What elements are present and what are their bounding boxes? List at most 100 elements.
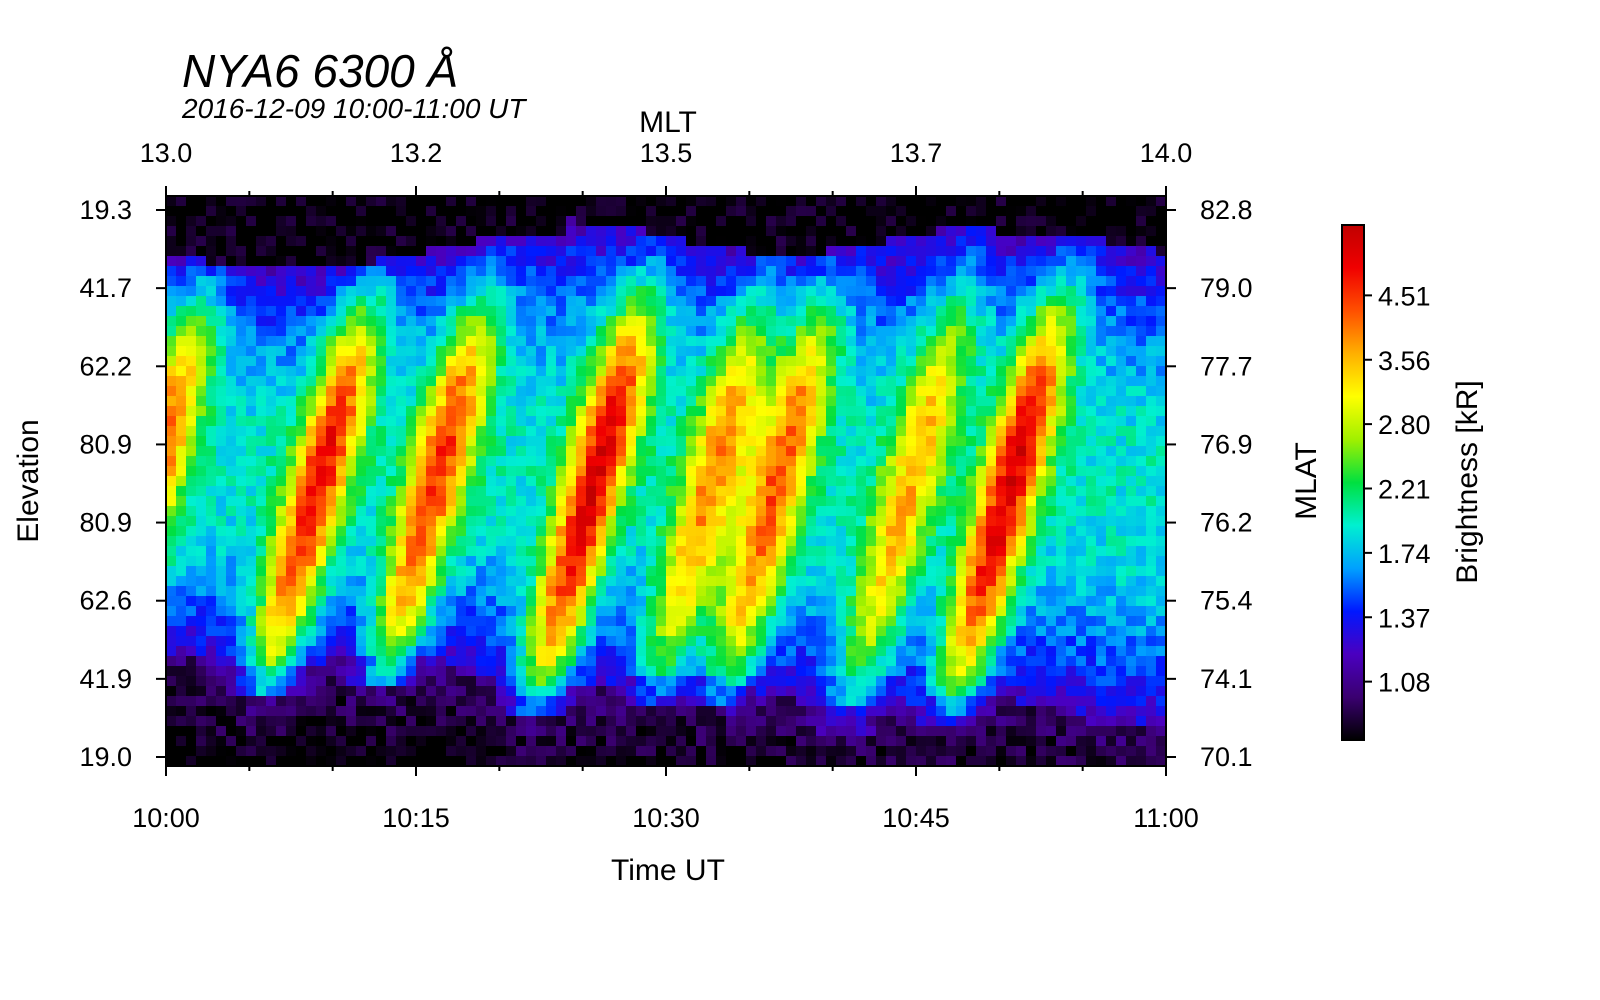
heatmap-cell <box>346 746 357 757</box>
heatmap-cell <box>656 476 667 487</box>
heatmap-cell <box>946 456 957 467</box>
heatmap-cell <box>446 596 457 607</box>
heatmap-cell <box>596 546 607 557</box>
heatmap-cell <box>256 346 267 357</box>
heatmap-cell <box>796 626 807 637</box>
heatmap-cell <box>1036 476 1047 487</box>
heatmap-cell <box>906 516 917 527</box>
heatmap-cell <box>436 316 447 327</box>
heatmap-cell <box>216 526 227 537</box>
heatmap-cell <box>616 216 627 227</box>
heatmap-cell <box>826 256 837 267</box>
heatmap-cell <box>806 626 817 637</box>
heatmap-cell <box>1026 276 1037 287</box>
heatmap-cell <box>196 356 207 367</box>
heatmap-cell <box>816 366 827 377</box>
heatmap-cell <box>276 576 287 587</box>
heatmap-cell <box>596 306 607 317</box>
heatmap-cell <box>966 426 977 437</box>
heatmap-cell <box>206 746 217 757</box>
heatmap-cell <box>376 306 387 317</box>
heatmap-cell <box>226 396 237 407</box>
heatmap-cell <box>356 676 367 687</box>
heatmap-cell <box>656 516 667 527</box>
heatmap-cell <box>426 616 437 627</box>
heatmap-cell <box>176 486 187 497</box>
heatmap-cell <box>346 596 357 607</box>
heatmap-cell <box>406 656 417 667</box>
heatmap-cell <box>466 366 477 377</box>
heatmap-cell <box>696 236 707 247</box>
heatmap-cell <box>376 736 387 747</box>
heatmap-cell <box>436 206 447 217</box>
heatmap-cell <box>226 596 237 607</box>
heatmap-cell <box>706 256 717 267</box>
heatmap-cell <box>656 436 667 447</box>
heatmap-cell <box>1006 696 1017 707</box>
heatmap-cell <box>456 406 467 417</box>
heatmap-cell <box>416 436 427 447</box>
heatmap-cell <box>266 496 277 507</box>
heatmap-cell <box>186 286 197 297</box>
heatmap-cell <box>746 296 757 307</box>
heatmap-cell <box>1006 516 1017 527</box>
heatmap-cell <box>896 666 907 677</box>
heatmap-cell <box>566 276 577 287</box>
heatmap-cell <box>816 606 827 617</box>
heatmap-cell <box>776 656 787 667</box>
heatmap-cell <box>976 406 987 417</box>
heatmap-cell <box>896 496 907 507</box>
heatmap-cell <box>506 476 517 487</box>
heatmap-cell <box>316 536 327 547</box>
heatmap-cell <box>746 596 757 607</box>
heatmap-cell <box>546 476 557 487</box>
heatmap-cell <box>286 576 297 587</box>
heatmap-cell <box>176 556 187 567</box>
heatmap-cell <box>1006 526 1017 537</box>
heatmap-cell <box>836 706 847 717</box>
heatmap-cell <box>856 306 867 317</box>
heatmap-cell <box>976 626 987 637</box>
heatmap-cell <box>896 596 907 607</box>
heatmap-cell <box>186 206 197 217</box>
heatmap-cell <box>316 696 327 707</box>
heatmap-cell <box>856 486 867 497</box>
heatmap-cell <box>406 236 417 247</box>
heatmap-cell <box>326 576 337 587</box>
heatmap-cell <box>876 326 887 337</box>
heatmap-cell <box>356 506 367 517</box>
heatmap-cell <box>186 666 197 677</box>
heatmap-cell <box>326 726 337 737</box>
heatmap-cell <box>286 466 297 477</box>
heatmap-cell <box>246 646 257 657</box>
heatmap-cell <box>976 416 987 427</box>
heatmap-cell <box>576 566 587 577</box>
heatmap-cell <box>706 676 717 687</box>
heatmap-cell <box>1036 196 1047 207</box>
heatmap-cell <box>656 376 667 387</box>
heatmap-cell <box>996 496 1007 507</box>
heatmap-cell <box>496 426 507 437</box>
heatmap-cell <box>266 726 277 737</box>
heatmap-cell <box>946 206 957 217</box>
heatmap-cell <box>496 236 507 247</box>
heatmap-cell <box>956 366 967 377</box>
heatmap-cell <box>786 526 797 537</box>
heatmap-cell <box>276 306 287 317</box>
heatmap-cell <box>616 586 627 597</box>
heatmap-cell <box>1016 436 1027 447</box>
heatmap-cell <box>966 316 977 327</box>
heatmap-cell <box>636 226 647 237</box>
heatmap-cell <box>506 306 517 317</box>
heatmap-cell <box>256 546 267 557</box>
heatmap-cell <box>276 716 287 727</box>
heatmap-cell <box>166 206 177 217</box>
heatmap-cell <box>256 556 267 567</box>
heatmap-cell <box>806 546 817 557</box>
heatmap-cell <box>216 426 227 437</box>
heatmap-cell <box>756 436 767 447</box>
heatmap-cell <box>706 686 717 697</box>
heatmap-cell <box>956 676 967 687</box>
heatmap-cell <box>316 436 327 447</box>
heatmap-cell <box>686 506 697 517</box>
